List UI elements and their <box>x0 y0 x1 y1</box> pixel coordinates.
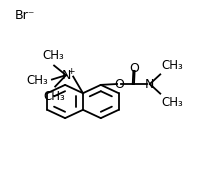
Text: O: O <box>129 62 139 75</box>
Text: CH₃: CH₃ <box>43 90 65 103</box>
Text: O: O <box>115 78 124 90</box>
Text: +: + <box>67 67 75 76</box>
Text: CH₃: CH₃ <box>161 96 183 109</box>
Text: Br⁻: Br⁻ <box>15 9 36 22</box>
Text: CH₃: CH₃ <box>161 59 183 72</box>
Text: CH₃: CH₃ <box>42 49 64 62</box>
Text: CH₃: CH₃ <box>26 74 48 87</box>
Text: N: N <box>145 78 155 90</box>
Text: N: N <box>61 69 71 82</box>
